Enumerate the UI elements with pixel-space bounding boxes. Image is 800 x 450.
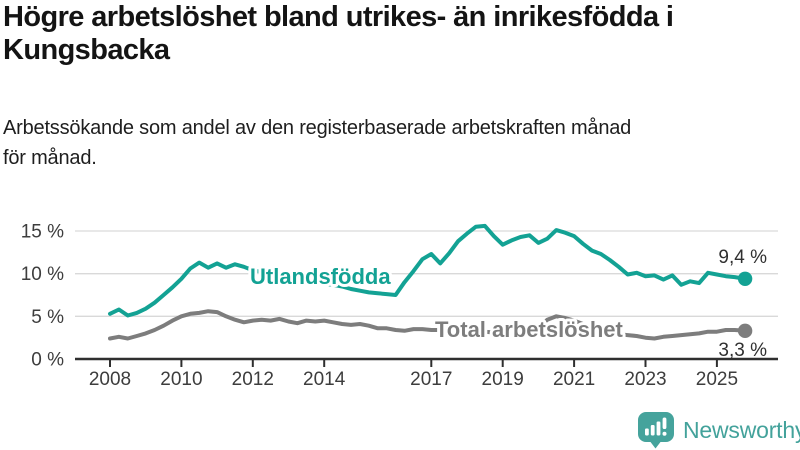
y-axis-tick-label: 10 % <box>21 264 64 285</box>
y-axis-tick-label: 15 % <box>21 222 64 243</box>
x-axis-tick-label: 2019 <box>482 369 524 390</box>
x-axis-tick-label: 2021 <box>553 369 595 390</box>
series-end-dot <box>737 271 753 286</box>
x-axis-tick-label: 2023 <box>624 369 666 390</box>
x-axis-tick-label: 2012 <box>232 369 274 390</box>
chart-subtitle: Arbetssökande som andel av den registerb… <box>3 113 795 173</box>
series-end-value-label: 9,4 % <box>718 247 767 268</box>
newsworthy-logo: Newsworthy <box>637 411 800 449</box>
series-line <box>108 223 748 318</box>
bar-chart-speech-bubble-icon <box>638 412 674 449</box>
x-axis-tick-label: 2017 <box>410 369 452 390</box>
y-axis-tick-label: 5 % <box>31 307 64 328</box>
brand-wordmark: Newsworthy <box>683 416 800 443</box>
x-axis-tick-label: 2014 <box>303 369 346 390</box>
series-end-dot <box>737 323 753 339</box>
series-label: Total arbetslöshet <box>435 317 624 342</box>
chart-subtitle-line2: för månad. <box>3 147 97 169</box>
chart-subtitle-line1: Arbetssökande som andel av den registerb… <box>3 117 632 139</box>
page-title-line1: Högre arbetslöshet bland utrikes- än inr… <box>3 1 674 33</box>
x-axis-tick-label: 2025 <box>696 369 738 390</box>
series-label: Utlandsfödda <box>250 264 391 289</box>
series-end-value-label: 3,3 % <box>718 340 767 361</box>
x-axis-tick-label: 2008 <box>89 369 131 390</box>
y-axis-tick-label: 0 % <box>31 350 64 371</box>
page-title: Högre arbetslöshet bland utrikes- än inr… <box>3 1 788 67</box>
series-line <box>108 309 748 341</box>
page-title-line2: Kungsbacka <box>3 34 170 66</box>
x-axis-tick-label: 2010 <box>160 369 202 390</box>
